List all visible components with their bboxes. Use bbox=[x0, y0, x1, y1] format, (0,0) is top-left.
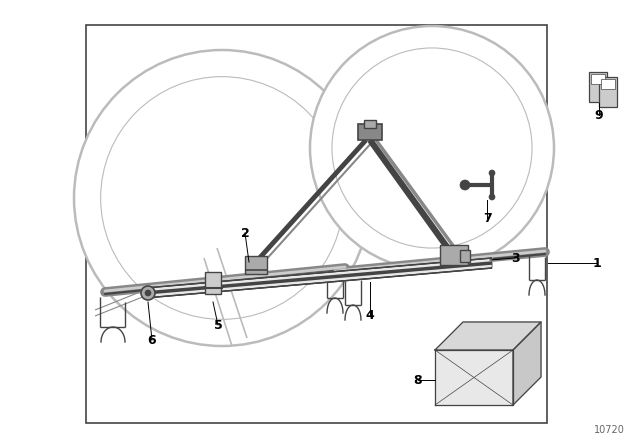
Text: 5: 5 bbox=[214, 319, 222, 332]
Bar bbox=[591, 74, 605, 84]
Text: 9: 9 bbox=[595, 108, 604, 121]
Text: 2: 2 bbox=[241, 227, 250, 240]
Circle shape bbox=[489, 170, 495, 176]
Bar bbox=[440, 245, 468, 265]
Circle shape bbox=[141, 286, 155, 300]
Bar bbox=[589, 72, 607, 102]
Polygon shape bbox=[513, 322, 541, 405]
Polygon shape bbox=[435, 322, 541, 350]
Circle shape bbox=[460, 180, 470, 190]
Polygon shape bbox=[435, 350, 513, 405]
Circle shape bbox=[489, 194, 495, 200]
Circle shape bbox=[145, 290, 151, 296]
Circle shape bbox=[100, 77, 344, 319]
Bar bbox=[599, 77, 617, 107]
Bar bbox=[205, 272, 221, 294]
Text: 1: 1 bbox=[593, 257, 602, 270]
Bar bbox=[358, 124, 382, 140]
Bar bbox=[460, 250, 470, 262]
Circle shape bbox=[332, 48, 532, 248]
Polygon shape bbox=[145, 258, 492, 298]
Bar bbox=[245, 256, 267, 274]
Text: 6: 6 bbox=[148, 333, 156, 346]
Text: 10720: 10720 bbox=[594, 425, 625, 435]
Bar bbox=[601, 79, 615, 89]
Text: 4: 4 bbox=[365, 309, 374, 322]
Text: 7: 7 bbox=[483, 211, 492, 224]
Bar bbox=[364, 120, 376, 128]
Circle shape bbox=[74, 50, 370, 346]
Bar bbox=[86, 25, 547, 423]
Circle shape bbox=[310, 26, 554, 270]
Text: 3: 3 bbox=[511, 251, 519, 264]
Text: 8: 8 bbox=[413, 374, 422, 387]
